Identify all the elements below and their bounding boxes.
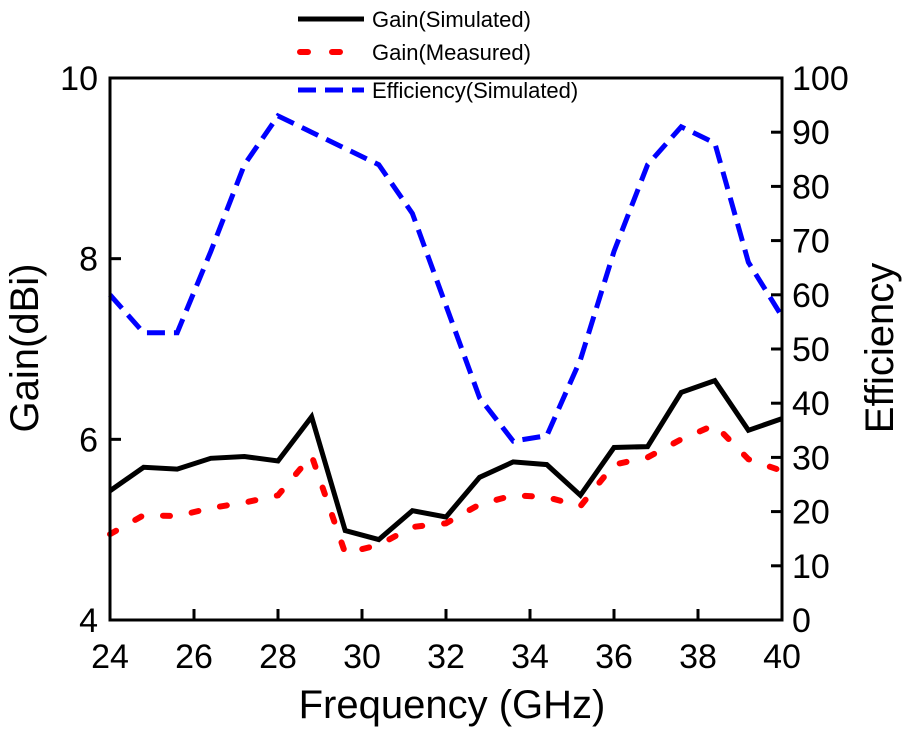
x-tick-label-32: 32 xyxy=(427,638,465,676)
series-line-gain-simulated xyxy=(108,377,783,543)
series-line-gain-measured xyxy=(107,421,785,557)
y-right-tick-label-100: 100 xyxy=(792,60,849,98)
y-left-axis-title: Gain(dBi) xyxy=(3,264,47,433)
series-line-efficiency-simulated xyxy=(108,112,785,444)
y-right-tick-label-10: 10 xyxy=(792,548,830,586)
x-tick-label-38: 38 xyxy=(679,638,717,676)
x-axis-title: Frequency (GHz) xyxy=(299,683,606,727)
x-tick-label-40: 40 xyxy=(763,638,801,676)
x-tick-label-28: 28 xyxy=(259,638,297,676)
x-tick-label-36: 36 xyxy=(595,638,633,676)
y-right-tick-label-20: 20 xyxy=(792,494,830,532)
y-left-tick-label-4: 4 xyxy=(79,602,98,640)
x-tick-label-34: 34 xyxy=(511,638,549,676)
legend-label-efficiency-simulated: Efficiency(Simulated) xyxy=(372,78,578,103)
y-right-tick-label-80: 80 xyxy=(792,168,830,206)
tick-label-layer: 24 26 28 30 32 34 36 38 404681001020304050607080… xyxy=(60,60,849,676)
x-tick-label-24: 24 xyxy=(91,638,129,676)
y-left-tick-label-10: 10 xyxy=(60,60,98,98)
plot-frame xyxy=(108,76,784,622)
x-tick-label-30: 30 xyxy=(343,638,381,676)
y-right-axis-title: Efficiency xyxy=(858,263,902,433)
y-right-tick-label-30: 30 xyxy=(792,439,830,477)
y-right-tick-label-60: 60 xyxy=(792,277,830,315)
y-left-tick-label-8: 8 xyxy=(79,241,98,279)
axes-layer xyxy=(108,76,784,622)
legend-label-gain-measured: Gain(Measured) xyxy=(372,40,531,65)
y-right-tick-label-70: 70 xyxy=(792,223,830,261)
y-right-tick-label-90: 90 xyxy=(792,114,830,152)
series-layer xyxy=(107,112,785,557)
y-right-tick-label-40: 40 xyxy=(792,385,830,423)
y-left-tick-label-6: 6 xyxy=(79,421,98,459)
legend-label-gain-simulated: Gain(Simulated) xyxy=(372,7,531,32)
x-tick-label-26: 26 xyxy=(175,638,213,676)
y-right-tick-label-0: 0 xyxy=(792,602,811,640)
legend: Gain(Simulated) Gain(Measured) Efficienc… xyxy=(297,7,578,103)
y-right-tick-label-50: 50 xyxy=(792,331,830,369)
